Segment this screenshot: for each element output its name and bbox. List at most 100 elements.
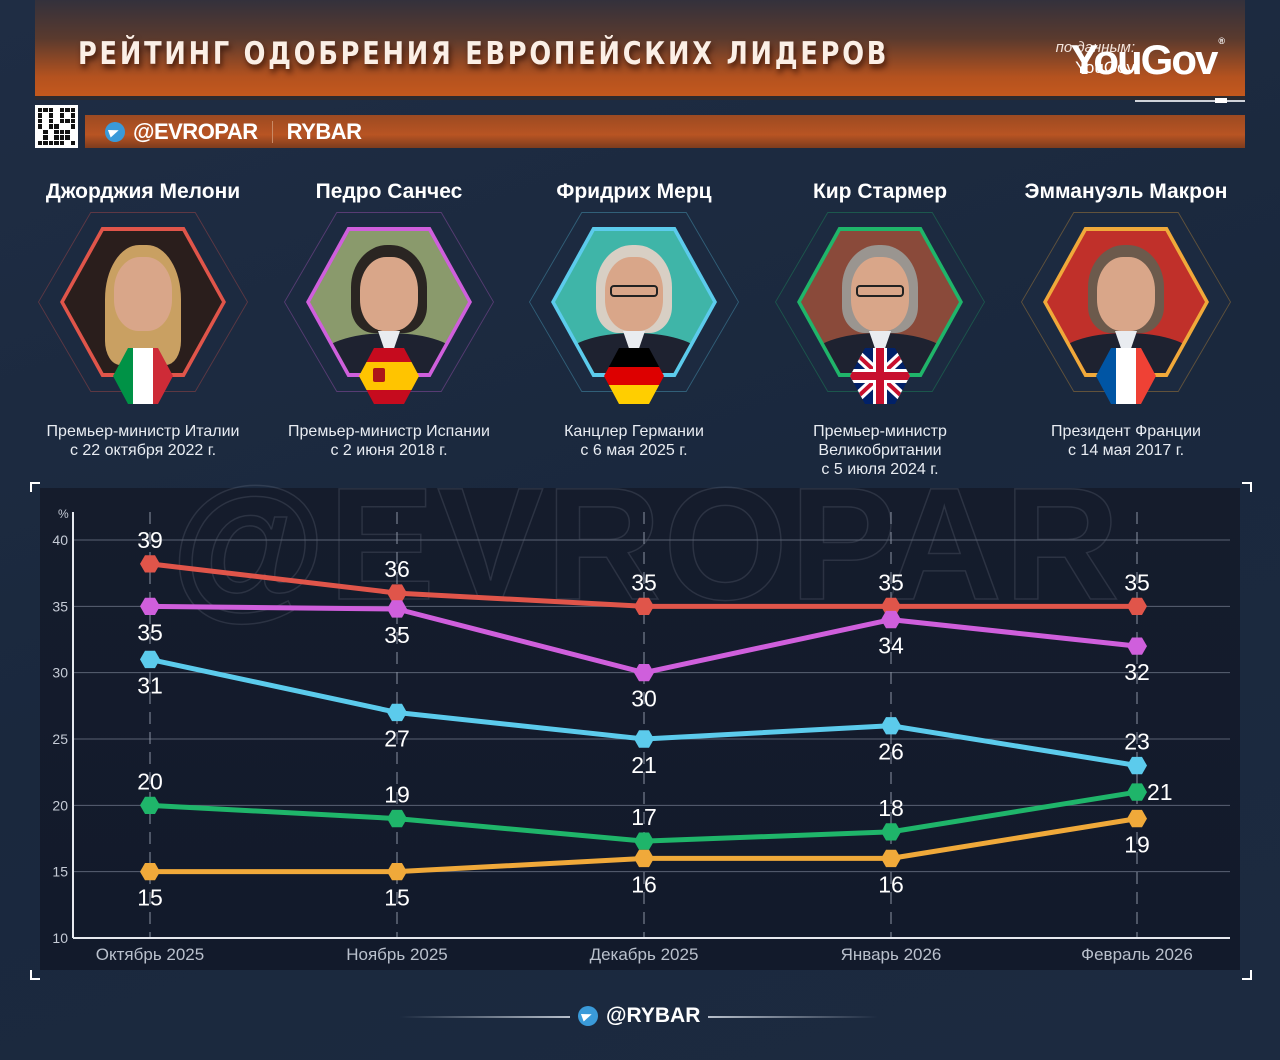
x-tick-label: Октябрь 2025 — [96, 945, 204, 964]
data-point-marker[interactable] — [387, 600, 407, 618]
data-point-marker[interactable] — [881, 610, 901, 629]
leader-role: Премьер-министр Испании с 2 июня 2018 г. — [264, 422, 514, 460]
data-label: 35 — [137, 619, 163, 645]
y-tick-label: 10 — [52, 930, 68, 946]
channel-bar: @EVROPAR RYBAR — [85, 115, 1245, 148]
data-point-marker[interactable] — [634, 832, 654, 850]
data-point-marker[interactable] — [140, 555, 160, 573]
footer-handle[interactable]: @RYBAR — [606, 1004, 701, 1027]
data-label: 16 — [878, 871, 904, 897]
data-label: 15 — [384, 885, 410, 911]
data-point-marker[interactable] — [634, 597, 654, 615]
source-name: YouGov — [1075, 58, 1135, 77]
data-point-marker[interactable] — [1127, 783, 1147, 801]
leader-name: Фридрих Мерц — [556, 180, 712, 203]
data-label: 16 — [631, 871, 657, 897]
data-label: 30 — [631, 686, 657, 712]
portrait-photo — [310, 231, 468, 373]
role-line: Премьер-министр Испании — [288, 423, 490, 440]
corner-mark — [30, 482, 40, 492]
telegram-icon — [578, 1006, 598, 1026]
data-label: 21 — [1147, 779, 1173, 805]
x-tick-label: Февраль 2026 — [1081, 945, 1193, 964]
role-line: с 6 мая 2025 г. — [580, 442, 688, 459]
role-line: Канцлер Германии — [564, 423, 704, 440]
y-tick-label: 40 — [52, 532, 68, 548]
corner-mark — [1242, 482, 1252, 492]
leader-card: Педро Санчес Премьер-министр Испании с 2… — [264, 176, 514, 460]
data-point-marker[interactable] — [140, 597, 160, 615]
data-point-marker[interactable] — [140, 796, 160, 814]
leader-card: Кир Стармер Премьер-министр Великобритан… — [755, 176, 1005, 479]
y-tick-label: 15 — [52, 864, 68, 880]
data-point-marker[interactable] — [1127, 597, 1147, 615]
header-banner: РЕЙТИНГ ОДОБРЕНИЯ ЕВРОПЕЙСКИХ ЛИДЕРОВ по… — [35, 0, 1245, 103]
data-point-marker[interactable] — [881, 823, 901, 841]
chart-panel — [40, 488, 1240, 970]
page-title: РЕЙТИНГ ОДОБРЕНИЯ ЕВРОПЕЙСКИХ ЛИДЕРОВ — [78, 36, 890, 72]
divider — [271, 120, 273, 143]
spain-flag-icon — [359, 348, 419, 404]
role-line: с 22 октября 2022 г. — [69, 442, 217, 459]
leader-name: Джорджия Мелони — [45, 180, 241, 203]
data-label: 36 — [384, 556, 410, 582]
leader-card: Эммануэль Макрон Президент Франции с 14 … — [1001, 176, 1251, 460]
data-point-marker[interactable] — [634, 664, 654, 682]
data-point-marker[interactable] — [140, 863, 160, 881]
footer-line — [400, 1016, 570, 1018]
data-point-marker[interactable] — [1127, 637, 1147, 655]
leader-name: Эммануэль Макрон — [1024, 180, 1228, 203]
role-line: Премьер-министр — [813, 423, 947, 440]
data-point-marker[interactable] — [140, 650, 160, 669]
data-point-marker[interactable] — [881, 597, 901, 615]
data-point-marker[interactable] — [1127, 756, 1147, 775]
source-label: по данным: — [1055, 39, 1135, 56]
data-label: 19 — [1124, 832, 1150, 858]
data-label: 34 — [878, 633, 904, 659]
germany-flag-icon — [604, 348, 664, 404]
data-point-marker[interactable] — [387, 584, 407, 602]
leader-portrait — [1021, 212, 1231, 404]
x-tick-label: Январь 2026 — [841, 945, 942, 964]
data-label: 19 — [384, 782, 410, 808]
data-label: 18 — [878, 795, 904, 821]
header-decor-knob — [1215, 98, 1227, 103]
y-tick-label: 30 — [52, 665, 68, 681]
data-label: 17 — [631, 804, 657, 830]
leader-card: Джорджия Мелони Премьер-министр Италии с… — [18, 176, 268, 460]
registered-mark: ® — [1218, 36, 1224, 46]
glasses — [610, 285, 658, 297]
data-point-marker[interactable] — [634, 849, 654, 868]
role-line: с 5 июля 2024 г. — [821, 461, 939, 478]
role-line: с 14 мая 2017 г. — [1067, 442, 1185, 459]
data-point-marker[interactable] — [387, 703, 407, 722]
corner-mark — [1242, 970, 1252, 980]
glasses — [856, 285, 904, 297]
data-label: 39 — [137, 527, 163, 553]
qr-code-icon[interactable] — [35, 105, 78, 148]
data-point-marker[interactable] — [881, 849, 901, 868]
y-axis-unit: % — [58, 507, 69, 521]
data-point-marker[interactable] — [634, 730, 654, 748]
leader-portrait — [38, 212, 248, 404]
leaders-row: Джорджия Мелони Премьер-министр Италии с… — [0, 176, 1280, 479]
y-tick-label: 35 — [52, 598, 68, 614]
role-line: Президент Франции — [1051, 423, 1201, 440]
data-point-marker[interactable] — [1127, 809, 1147, 828]
data-label: 35 — [878, 569, 904, 595]
y-tick-label: 20 — [52, 797, 68, 813]
source-attribution: по данным: YouGov — [1056, 38, 1135, 78]
data-point-marker[interactable] — [387, 809, 407, 828]
footer: @RYBAR — [0, 1004, 1280, 1030]
data-label: 20 — [137, 768, 163, 794]
data-point-marker[interactable] — [387, 863, 407, 881]
role-line: Премьер-министр Италии — [46, 423, 240, 440]
leader-role: Президент Франции с 14 мая 2017 г. — [1001, 422, 1251, 460]
channel-handle[interactable]: @EVROPAR — [133, 118, 258, 144]
y-tick-label: 25 — [52, 731, 68, 747]
data-label: 35 — [631, 569, 657, 595]
telegram-icon — [105, 121, 125, 142]
x-tick-label: Ноябрь 2025 — [346, 945, 448, 964]
data-point-marker[interactable] — [881, 717, 901, 735]
role-line: с 2 июня 2018 г. — [330, 442, 448, 459]
